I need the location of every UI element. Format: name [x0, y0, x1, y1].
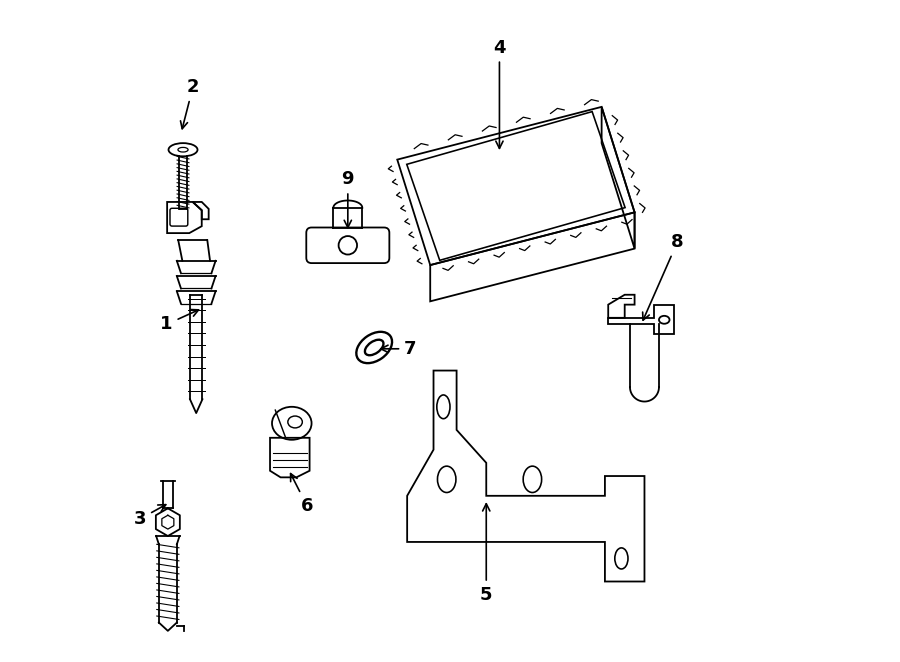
Text: 1: 1 [160, 310, 199, 334]
Text: 7: 7 [381, 340, 417, 357]
Text: 2: 2 [181, 78, 199, 128]
Text: 3: 3 [134, 504, 166, 528]
Text: 6: 6 [291, 473, 313, 514]
Text: 4: 4 [493, 38, 506, 148]
Text: 8: 8 [643, 233, 684, 320]
Text: 5: 5 [480, 504, 492, 604]
Text: 9: 9 [342, 170, 354, 228]
